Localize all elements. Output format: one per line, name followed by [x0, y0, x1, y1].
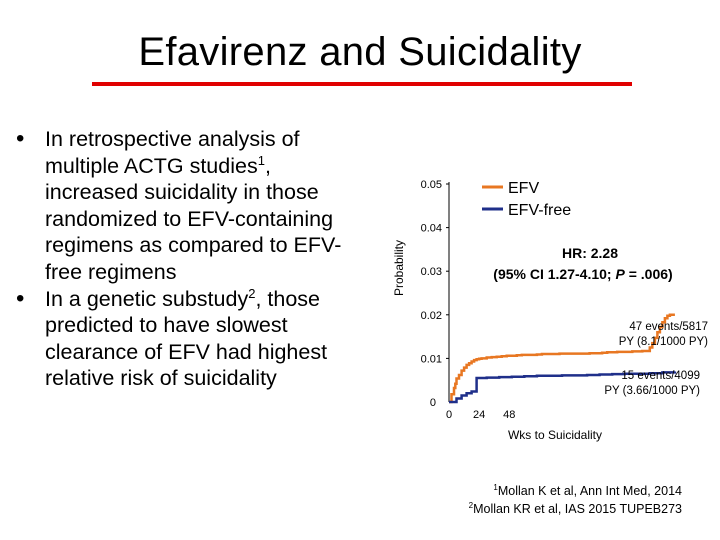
x-tick-label: 0: [446, 409, 452, 421]
chart-axes: 0.05 0.04 0.03 0.02 0.01 00 24 48: [421, 179, 516, 421]
efv-free-events-annotation: 15 events/4099: [621, 370, 700, 382]
legend-efv-free-label: EFV-free: [508, 202, 571, 219]
bullet-list: • In retrospective analysis of multiple …: [16, 125, 356, 392]
reference-1-text: Mollan K et al, Ann Int Med, 2014: [497, 484, 682, 498]
bullet-2-text-cont: , those predicted to have slowest cleara…: [45, 286, 328, 391]
series-line-efv-free: [449, 371, 677, 404]
efv-events-annotation: 47 events/5817: [629, 321, 708, 333]
y-tick-label: 0.05: [421, 179, 442, 191]
reference-2-number: 2: [468, 501, 474, 510]
hr-p-value: = .006): [625, 266, 673, 282]
bullet-dot-icon: •: [16, 284, 25, 312]
bullet-2-text: In a genetic substudy: [45, 286, 249, 311]
y-tick-label: 0.04: [421, 223, 442, 235]
reference-1: 1Mollan K et al, Ann Int Med, 2014: [469, 482, 682, 500]
series-line-efv: [449, 313, 675, 404]
legend-efv-label: EFV: [508, 180, 539, 197]
bullet-item-retrospective: • In retrospective analysis of multiple …: [16, 125, 356, 286]
bullet-2-superscript: 2: [248, 285, 256, 301]
bullet-1-text: In retrospective analysis of multiple AC…: [45, 127, 300, 178]
hr-p-symbol: P: [615, 266, 625, 282]
y-tick-label: 0: [430, 397, 436, 409]
x-axis-label: Wks to Suicidality: [508, 428, 602, 442]
hazard-ratio-ci: (95% CI 1.27-4.10; P = .006): [493, 266, 672, 282]
hazard-ratio-label: HR: 2.28: [562, 245, 618, 261]
x-tick-label: 24: [473, 409, 485, 421]
slide-title: Efavirenz and Suicidality: [138, 30, 582, 74]
references: 1Mollan K et al, Ann Int Med, 2014 2Moll…: [469, 482, 682, 518]
y-tick-label: 0.03: [421, 266, 442, 278]
reference-2-text: Mollan KR et al, IAS 2015 TUPEB273: [473, 502, 682, 516]
efv-free-rate-annotation: PY (3.66/1000 PY): [604, 385, 700, 397]
chart-series-layer: [449, 313, 677, 404]
reference-2: 2Mollan KR et al, IAS 2015 TUPEB273: [469, 500, 682, 518]
bullet-dot-icon: •: [16, 125, 25, 152]
bullet-1-superscript: 1: [257, 152, 265, 168]
bullet-1-text-cont: , increased suicidality in those randomi…: [45, 153, 342, 284]
bullet-item-genetic: • In a genetic substudy2, those predicte…: [16, 284, 356, 392]
hr-ci-text: (95% CI 1.27-4.10;: [493, 266, 615, 282]
title-underline: [92, 82, 632, 86]
reference-1-number: 1: [493, 483, 498, 492]
efv-rate-annotation: PY (8.1/1000 PY): [619, 336, 708, 348]
y-tick-label: 0.01: [421, 353, 442, 365]
legend: EFV EFV-free: [482, 180, 571, 219]
y-tick-label: 0.02: [421, 310, 442, 322]
y-axis-label: Probability: [392, 240, 406, 296]
x-tick-label: 48: [503, 409, 515, 421]
